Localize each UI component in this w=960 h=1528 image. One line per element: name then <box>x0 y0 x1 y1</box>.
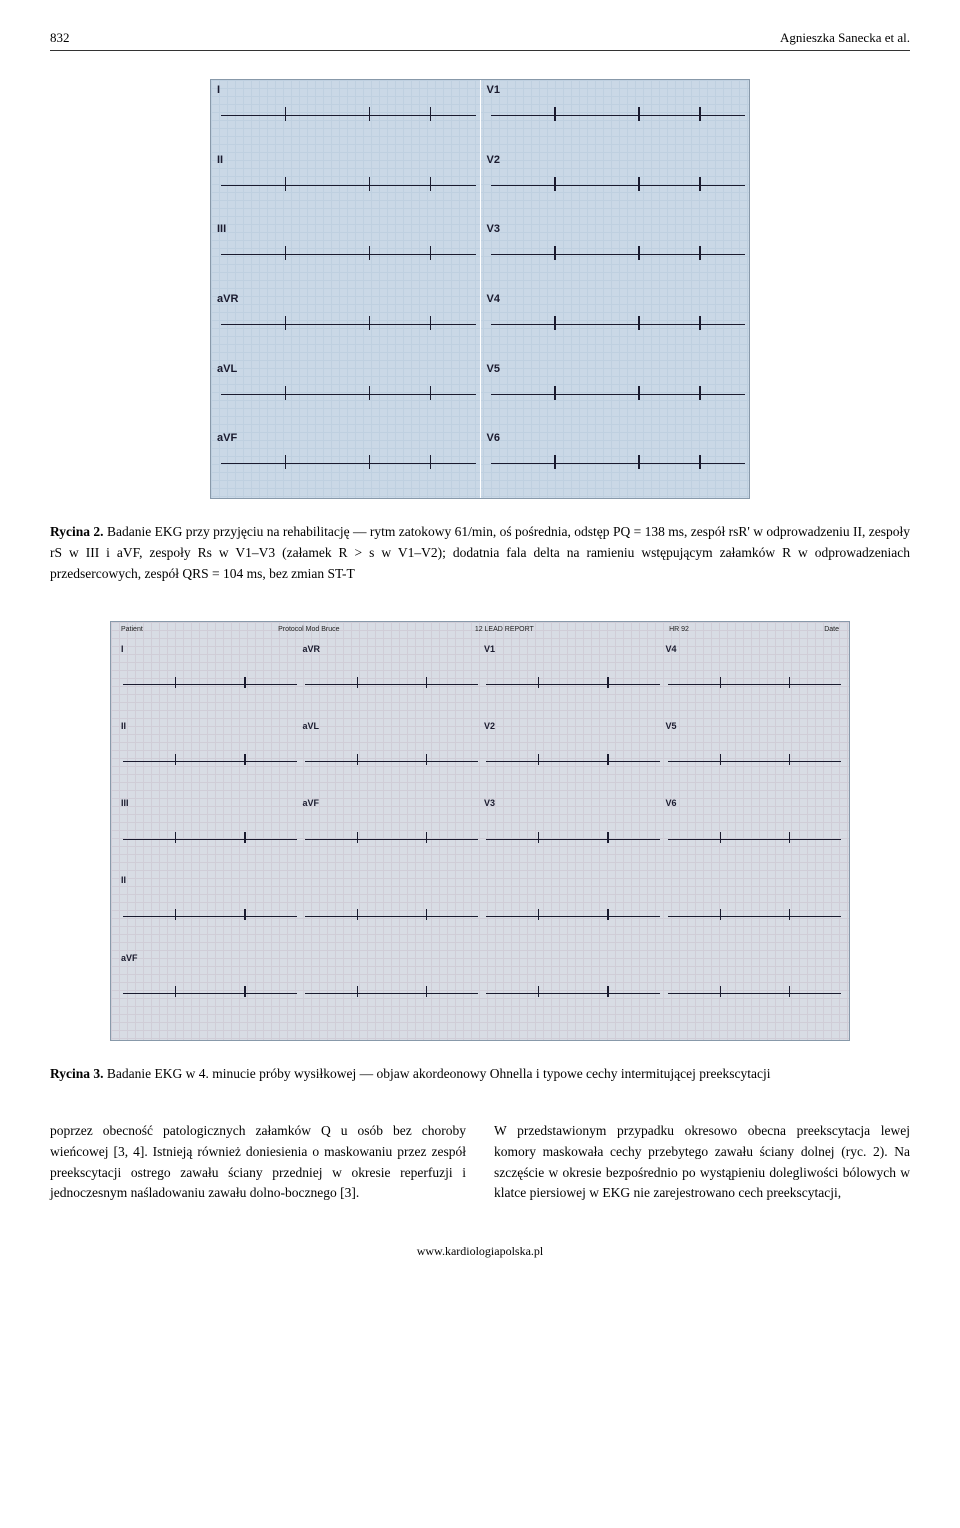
ecg-trace <box>305 839 479 840</box>
ecg-right-column: V1 V2 V3 V4 V5 V6 <box>481 80 750 498</box>
ecg2-header-bit: Protocol Mod Bruce <box>278 626 339 633</box>
ecg-trace <box>221 115 476 116</box>
lead-label: V4 <box>487 293 500 305</box>
ecg-trace <box>221 394 476 395</box>
body-columns: poprzez obecność patologicznych załamków… <box>50 1121 910 1205</box>
authors-line: Agnieszka Sanecka et al. <box>780 30 910 46</box>
ecg-trace <box>491 394 746 395</box>
ecg2-col: V1 V2 V3 <box>480 642 662 1028</box>
lead-label: V5 <box>666 721 677 731</box>
lead-label: aVF <box>303 798 320 808</box>
caption-text: Badanie EKG przy przyjęciu na rehabilita… <box>50 524 910 581</box>
ecg-trace <box>305 993 479 994</box>
ecg-trace <box>123 993 297 994</box>
ecg-trace <box>123 684 297 685</box>
ecg-trace <box>123 761 297 762</box>
body-right-column: W przedstawionym przypadku okresowo obec… <box>494 1121 910 1205</box>
ecg2-header-bit: Date <box>824 626 839 633</box>
ecg-trace <box>491 463 746 464</box>
lead-label: aVF <box>121 953 138 963</box>
ecg-trace <box>221 254 476 255</box>
ecg-trace <box>305 916 479 917</box>
ecg-left-column: I II III aVR aVL aVF <box>211 80 481 498</box>
body-left-column: poprzez obecność patologicznych załamków… <box>50 1121 466 1205</box>
ecg-trace <box>123 839 297 840</box>
ecg-trace <box>486 993 660 994</box>
ecg2-header: Patient Protocol Mod Bruce 12 LEAD REPOR… <box>121 626 839 633</box>
lead-label: V2 <box>487 154 500 166</box>
ecg-trace <box>668 993 842 994</box>
figure-2: Patient Protocol Mod Bruce 12 LEAD REPOR… <box>50 621 910 1046</box>
lead-label: III <box>121 798 129 808</box>
ecg-leads-container: I II III aVR aVL aVF V1 V2 V3 V4 V5 V6 <box>211 80 749 498</box>
ecg2-header-bit: HR 92 <box>669 626 689 633</box>
caption-text: Badanie EKG w 4. minucie próby wysiłkowe… <box>107 1066 771 1081</box>
lead-label: aVR <box>217 293 238 305</box>
lead-label: III <box>217 223 226 235</box>
figure-1-caption: Rycina 2. Badanie EKG przy przyjęciu na … <box>50 522 910 585</box>
figure-2-caption: Rycina 3. Badanie EKG w 4. minucie próby… <box>50 1064 910 1085</box>
lead-label: V1 <box>484 644 495 654</box>
ecg-trace <box>491 185 746 186</box>
ecg-trace <box>123 916 297 917</box>
ecg-trace <box>305 761 479 762</box>
lead-label: V3 <box>487 223 500 235</box>
ecg-trace <box>221 185 476 186</box>
ecg2-col: V4 V5 V6 <box>662 642 844 1028</box>
page-header: 832 Agnieszka Sanecka et al. <box>50 30 910 51</box>
ecg-trace <box>305 684 479 685</box>
ecg2-header-bit: Patient <box>121 626 143 633</box>
ecg-trace <box>668 839 842 840</box>
ecg-trace <box>221 463 476 464</box>
lead-label: aVF <box>217 432 237 444</box>
ecg-trace <box>221 324 476 325</box>
lead-label: V2 <box>484 721 495 731</box>
caption-label: Rycina 3. <box>50 1066 104 1081</box>
lead-label: I <box>217 84 220 96</box>
lead-label: aVR <box>303 644 321 654</box>
ecg2-col: aVR aVL aVF <box>299 642 481 1028</box>
lead-label: V5 <box>487 363 500 375</box>
ecg-trace <box>668 761 842 762</box>
ecg-figure-1: I II III aVR aVL aVF V1 V2 V3 V4 V5 V6 <box>210 79 750 499</box>
footer-url: www.kardiologiapolska.pl <box>50 1244 910 1259</box>
lead-label: V1 <box>487 84 500 96</box>
lead-label: II <box>121 721 126 731</box>
ecg2-leads-container: I II III II aVF aVR aVL aVF V1 V2 V3 <box>117 642 843 1028</box>
lead-label: I <box>121 644 124 654</box>
caption-label: Rycina 2. <box>50 524 104 539</box>
lead-label: II <box>217 154 223 166</box>
lead-label: V4 <box>666 644 677 654</box>
ecg2-col: I II III II aVF <box>117 642 299 1028</box>
ecg-trace <box>668 684 842 685</box>
lead-label: aVL <box>217 363 237 375</box>
ecg-trace <box>491 254 746 255</box>
ecg-trace <box>491 324 746 325</box>
lead-label: II <box>121 875 126 885</box>
ecg-trace <box>486 684 660 685</box>
ecg-trace <box>486 916 660 917</box>
lead-label: aVL <box>303 721 320 731</box>
figure-1: I II III aVR aVL aVF V1 V2 V3 V4 V5 V6 <box>50 79 910 504</box>
lead-label: V6 <box>487 432 500 444</box>
lead-label: V3 <box>484 798 495 808</box>
page-number: 832 <box>50 30 70 46</box>
ecg-trace <box>668 916 842 917</box>
ecg-figure-2: Patient Protocol Mod Bruce 12 LEAD REPOR… <box>110 621 850 1041</box>
ecg2-header-bit: 12 LEAD REPORT <box>475 626 534 633</box>
ecg-trace <box>491 115 746 116</box>
ecg-trace <box>486 761 660 762</box>
lead-label: V6 <box>666 798 677 808</box>
ecg-trace <box>486 839 660 840</box>
